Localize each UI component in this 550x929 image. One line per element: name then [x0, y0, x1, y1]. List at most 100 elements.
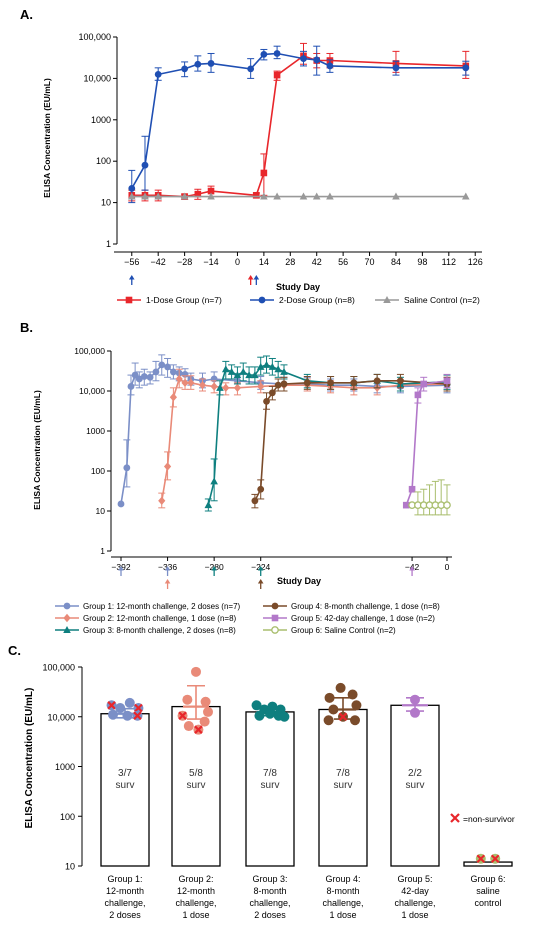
- legend-marker: [63, 626, 71, 633]
- data-point: [397, 377, 404, 385]
- data-point: [210, 477, 218, 485]
- x-tick-label: −14: [203, 257, 218, 267]
- legend-label: 2-Dose Group (n=8): [279, 295, 355, 305]
- y-tick-label: 10,000: [47, 712, 75, 722]
- dose-arrow-head: [128, 275, 135, 280]
- data-point: [216, 383, 224, 391]
- data-point: [392, 192, 400, 200]
- legend-item-2: Group 2: 12-month challenge, 1 dose (n=8…: [55, 613, 237, 623]
- data-point: [233, 371, 242, 379]
- data-point: [221, 365, 230, 373]
- y-tick-label: 10: [65, 862, 75, 872]
- data-point: [227, 367, 236, 375]
- data-point: [313, 56, 321, 64]
- legend-item-1: Group 1: 12-month challenge, 2 doses (n=…: [55, 602, 241, 611]
- y-tick-label: 1: [100, 546, 105, 556]
- survival-label: surv: [187, 780, 206, 791]
- legend-item-2: 2-Dose Group (n=8): [250, 295, 355, 305]
- y-tick-label: 10: [96, 506, 106, 516]
- data-point: [299, 192, 308, 200]
- legend-marker: [258, 296, 266, 304]
- data-point: [263, 397, 270, 405]
- animal-point: [328, 704, 339, 715]
- panel-a-label: A.: [20, 7, 33, 22]
- animal-point: [410, 707, 420, 718]
- animal-point: [199, 716, 210, 727]
- data-point: [140, 373, 148, 380]
- survival-label: 7/8: [263, 768, 277, 779]
- data-point: [280, 367, 288, 375]
- panel-c: C. ELISA Concentration (EU/mL) 10 100 1000…: [8, 643, 515, 920]
- animal-point: [251, 700, 262, 711]
- data-point: [326, 192, 334, 200]
- dose-arrow-head: [247, 275, 254, 280]
- data-point: [141, 192, 149, 200]
- y-tick-label: 10,000: [83, 73, 111, 83]
- legend-label: Group 6: Saline Control (n=2): [291, 626, 396, 635]
- panel-b-legend: Group 1: 12-month challenge, 2 doses (n=…: [55, 602, 440, 635]
- bar: [245, 711, 295, 867]
- data-point: [169, 392, 177, 402]
- category-label: 12-month: [177, 886, 215, 896]
- bar-group-6: [463, 853, 513, 867]
- animal-point: [183, 721, 194, 732]
- data-point: [253, 192, 260, 199]
- data-point: [462, 64, 470, 72]
- data-point: [350, 379, 358, 387]
- y-tick-label: 100: [60, 812, 75, 822]
- data-point: [117, 500, 125, 508]
- data-point: [207, 60, 215, 67]
- legend-label: Group 1: 12-month challenge, 2 doses (n=…: [83, 602, 241, 611]
- legend-label: Group 3: 8-month challenge, 2 doses (n=8…: [83, 626, 236, 635]
- survival-label: 3/7: [118, 768, 132, 779]
- animal-point: [265, 708, 275, 719]
- data-point: [251, 371, 259, 379]
- bar: [390, 704, 440, 867]
- legend-label: 1-Dose Group (n=7): [146, 295, 222, 305]
- x-tick-label: 112: [442, 257, 456, 267]
- animal-point: [335, 682, 346, 693]
- data-point: [443, 501, 451, 510]
- data-point: [260, 192, 268, 200]
- animal-point: [203, 706, 213, 717]
- x-tick-label: −56: [124, 257, 139, 267]
- data-point: [245, 371, 253, 379]
- data-point: [123, 464, 131, 472]
- x-tick-label: 42: [312, 257, 322, 267]
- data-point: [180, 192, 189, 200]
- panel-b-y-ticks: 1 10 100 1000 10,000 100,000: [74, 346, 111, 556]
- category-label: 1 dose: [182, 910, 209, 920]
- legend-label: Saline Control (n=2): [404, 295, 480, 305]
- dose-arrow-head: [253, 275, 260, 280]
- panel-c-y-axis-label: ELISA Concentration (EU/mL): [24, 688, 35, 829]
- non-survivor-x-icon: [476, 854, 486, 864]
- legend-label: Group 4: 8-month challenge, 1 dose (n=8): [291, 602, 440, 611]
- legend-item-5: Group 5: 42-day challenge, 1 dose (n=2): [263, 614, 435, 623]
- category-label: challenge,: [175, 898, 216, 908]
- series-line: [254, 380, 448, 502]
- panel-a-legend: 1-Dose Group (n=7) 2-Dose Group (n=8) Sali…: [117, 295, 480, 305]
- dose-arrow-head: [257, 566, 264, 571]
- panel-c-legend: =non-survivor: [450, 813, 515, 824]
- panel-b-arrows: [118, 566, 415, 589]
- data-point: [181, 378, 189, 388]
- series-6: [408, 479, 451, 516]
- data-point: [303, 379, 311, 387]
- y-tick-label: 100: [91, 466, 105, 476]
- x-tick-label: 70: [365, 257, 375, 267]
- category-label: challenge,: [322, 898, 363, 908]
- series-2: [128, 45, 470, 204]
- data-point: [251, 497, 259, 505]
- animal-point: [200, 696, 211, 707]
- animal-point: [182, 694, 193, 705]
- animal-point: [122, 710, 133, 721]
- non-survivor-x-icon: [107, 701, 116, 710]
- data-point: [414, 391, 422, 399]
- legend-marker: [63, 613, 71, 623]
- category-label: challenge,: [104, 898, 145, 908]
- non-survivor-x-icon: [134, 703, 143, 713]
- legend-marker: [271, 602, 279, 610]
